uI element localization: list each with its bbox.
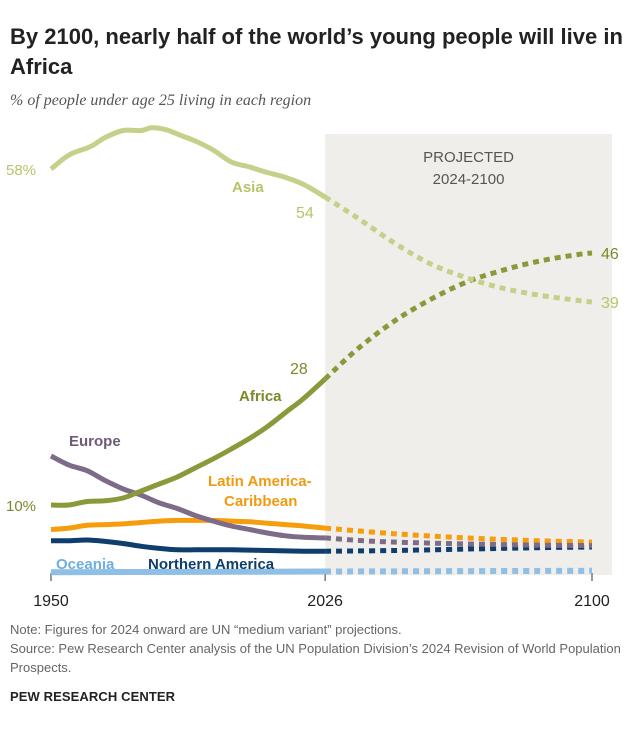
series-label-latin-america: Caribbean xyxy=(224,493,297,510)
series-line-latin-america-caribbean xyxy=(50,517,326,532)
projection-label: PROJECTED xyxy=(423,149,514,166)
series-label-africa: Africa xyxy=(239,388,282,405)
projection-label: 2024-2100 xyxy=(433,171,505,188)
brand-label: PEW RESEARCH CENTER xyxy=(10,689,176,704)
note-text: Note: Figures for 2024 onward are UN “me… xyxy=(10,622,402,637)
series-line-northern-america xyxy=(50,537,326,554)
x-tick-label: 1950 xyxy=(33,593,69,610)
source-text: Source: Pew Research Center analysis of … xyxy=(10,641,621,675)
projected-line-latin-america-caribbean xyxy=(324,525,593,545)
chart-notes: Note: Figures for 2024 onward are UN “me… xyxy=(10,620,630,677)
series-label-northern-america: Northern America xyxy=(148,556,275,573)
series-label-oceania: Oceania xyxy=(56,556,115,573)
series-label-asia: Asia xyxy=(232,179,264,196)
series-line-asia xyxy=(49,125,327,200)
start-value-label-asia: 58% xyxy=(6,162,36,179)
series-line-oceania xyxy=(50,568,326,576)
line-chart: PROJECTED 2024-2100 1950 2026 2100 58% Asia 54 3… xyxy=(6,125,619,610)
x-tick-label: 2100 xyxy=(574,593,610,610)
series-label-latin-america: Latin America- xyxy=(208,473,312,490)
value-label-asia-2026: 54 xyxy=(296,205,314,222)
value-label-africa-2026: 28 xyxy=(290,361,308,378)
projection-region xyxy=(325,134,612,575)
chart-subtitle: % of people under age 25 living in each … xyxy=(10,92,312,109)
end-value-label-africa: 46 xyxy=(601,246,619,263)
series-line-africa xyxy=(50,377,327,508)
projected-line-oceania xyxy=(325,567,593,575)
projected-line-northern-america xyxy=(325,544,593,554)
start-value-label-africa: 10% xyxy=(6,498,36,515)
projected-line-africa xyxy=(323,250,593,381)
series-line-europe xyxy=(49,453,326,541)
projected-line-europe xyxy=(324,535,593,549)
projected-line-asia xyxy=(323,194,593,305)
x-tick-label: 2026 xyxy=(307,593,343,610)
end-value-label-asia: 39 xyxy=(601,295,619,312)
chart-title: By 2100, nearly half of the world’s youn… xyxy=(10,24,623,79)
series-label-europe: Europe xyxy=(69,433,121,450)
